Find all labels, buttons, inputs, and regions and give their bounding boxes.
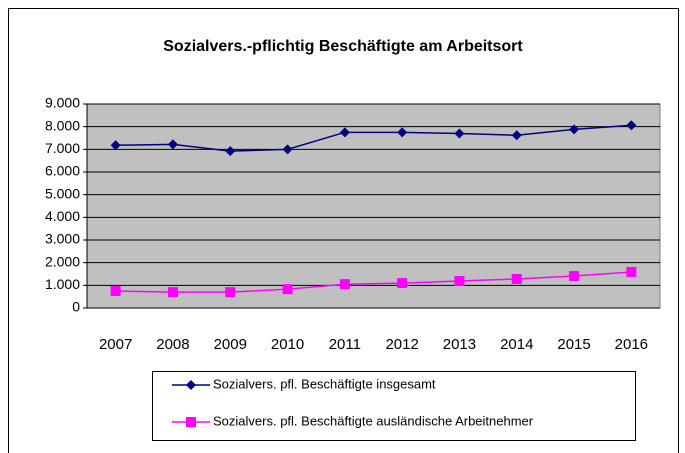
y-tick-label: 8.000 — [45, 117, 80, 133]
data-point — [454, 128, 465, 139]
legend-label: Sozialvers. pfl. Beschäftigte ausländisc… — [213, 413, 534, 428]
data-point — [167, 287, 178, 298]
x-tick-label: 2016 — [615, 336, 648, 353]
y-tick-label: 1.000 — [45, 276, 80, 292]
x-tick-label: 2008 — [156, 336, 189, 353]
legend-label: Sozialvers. pfl. Beschäftigte insgesamt — [213, 376, 436, 391]
x-tick-label: 2007 — [99, 336, 132, 353]
data-point — [397, 278, 408, 289]
data-point — [339, 127, 350, 138]
series-line — [115, 124, 632, 152]
data-point — [225, 146, 236, 157]
y-tick-label: 6.000 — [45, 163, 80, 179]
data-point — [454, 276, 465, 287]
y-tick-label: 2.000 — [45, 253, 80, 269]
legend-box — [152, 371, 636, 441]
y-tick-label: 9.000 — [45, 95, 80, 111]
data-point — [626, 266, 637, 277]
x-tick-label: 2013 — [443, 336, 476, 353]
data-point — [626, 120, 637, 131]
data-point — [225, 287, 236, 298]
data-point — [569, 124, 580, 135]
data-point — [282, 144, 293, 155]
y-tick-label: 5.000 — [45, 185, 80, 201]
data-point — [110, 286, 121, 296]
x-tick-label: 2010 — [271, 336, 304, 353]
x-tick-label: 2015 — [557, 336, 590, 353]
x-tick-label: 2009 — [214, 336, 247, 353]
data-point — [511, 273, 522, 284]
y-tick-label: 4.000 — [45, 208, 80, 224]
legend-marker — [186, 417, 196, 427]
data-point — [511, 130, 522, 141]
x-tick-label: 2011 — [329, 336, 361, 353]
x-tick-label: 2014 — [500, 336, 533, 353]
data-point — [339, 279, 350, 290]
plot-area — [86, 103, 661, 309]
data-point — [569, 271, 580, 282]
data-point — [110, 140, 121, 151]
series-line — [115, 271, 632, 293]
chart-title: Sozialvers.-pflichtig Beschäftigte am Ar… — [163, 38, 523, 55]
x-tick-label: 2012 — [385, 336, 418, 353]
y-tick-label: 3.000 — [45, 231, 80, 247]
y-tick-label: 0 — [72, 299, 80, 315]
data-point — [282, 284, 293, 295]
legend-marker — [186, 380, 196, 390]
data-point — [397, 127, 408, 138]
y-tick-label: 7.000 — [45, 140, 80, 156]
data-point — [167, 139, 178, 150]
